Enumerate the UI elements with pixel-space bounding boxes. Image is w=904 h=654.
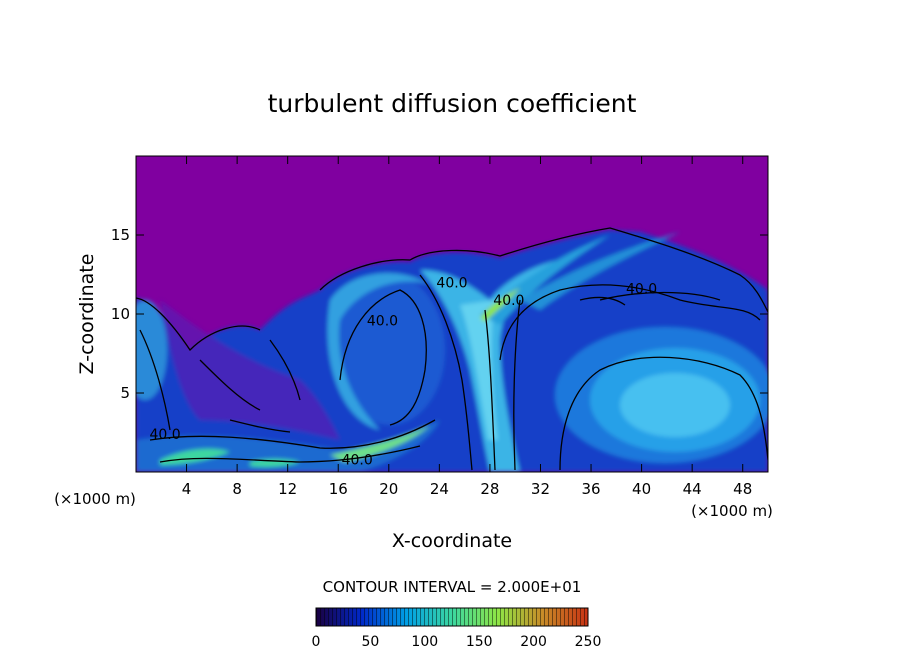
contour-label: 40.0 [367, 313, 398, 329]
x-tick-label: 36 [581, 480, 600, 498]
x-tick-label: 8 [232, 480, 242, 498]
colorbar-tick-label: 250 [575, 634, 602, 650]
plot-area: 40.0 40.0 40.0 40.0 40.0 40.0 [136, 156, 768, 472]
contour-label: 40.0 [626, 282, 657, 298]
colorbar: 0 50 100 150 200 250 [312, 607, 602, 650]
colorbar-tick-label: 0 [312, 634, 321, 650]
x-unit-right: (×1000 m) [691, 502, 773, 520]
colorbar-tick-label: 150 [466, 634, 493, 650]
contour-labels: 40.0 40.0 40.0 40.0 40.0 40.0 [149, 275, 657, 468]
x-tick-label: 32 [531, 480, 550, 498]
x-tick-label: 44 [683, 480, 702, 498]
contour-label: 40.0 [342, 452, 373, 468]
x-tick-label: 20 [379, 480, 398, 498]
x-tick-label: 48 [733, 480, 752, 498]
contour-label: 40.0 [436, 275, 467, 291]
colorbar-tick-label: 100 [411, 634, 438, 650]
x-tick-label: 24 [430, 480, 449, 498]
x-tick-label: 28 [480, 480, 499, 498]
x-axis-ticks: 4 8 12 16 20 24 28 32 36 40 44 48 [182, 156, 752, 498]
y-axis-label: Z-coordinate [76, 254, 98, 375]
colorbar-tick-label: 50 [361, 634, 379, 650]
x-tick-label: 12 [278, 480, 297, 498]
x-unit-left: (×1000 m) [54, 490, 136, 508]
colorbar-stripes [316, 608, 588, 626]
colorbar-tick-label: 200 [520, 634, 547, 650]
x-tick-label: 4 [182, 480, 192, 498]
contour-label: 40.0 [149, 427, 180, 443]
diffusion-field [136, 230, 768, 472]
x-tick-label: 16 [329, 480, 348, 498]
y-tick-label: 10 [111, 305, 130, 323]
y-tick-label: 15 [111, 226, 130, 244]
contour-label: 40.0 [493, 293, 524, 309]
chart-title: turbulent diffusion coefficient [268, 89, 637, 118]
colorbar-frame [315, 607, 589, 627]
colorbar-ticks: 0 50 100 150 200 250 [312, 634, 602, 650]
x-axis-label: X-coordinate [392, 530, 512, 552]
contour-lines [136, 227, 768, 471]
contour-interval-note: CONTOUR INTERVAL = 2.000E+01 [323, 578, 582, 596]
y-axis-ticks: 5 10 15 [111, 226, 768, 402]
x-tick-label: 40 [632, 480, 651, 498]
y-tick-label: 5 [120, 384, 130, 402]
